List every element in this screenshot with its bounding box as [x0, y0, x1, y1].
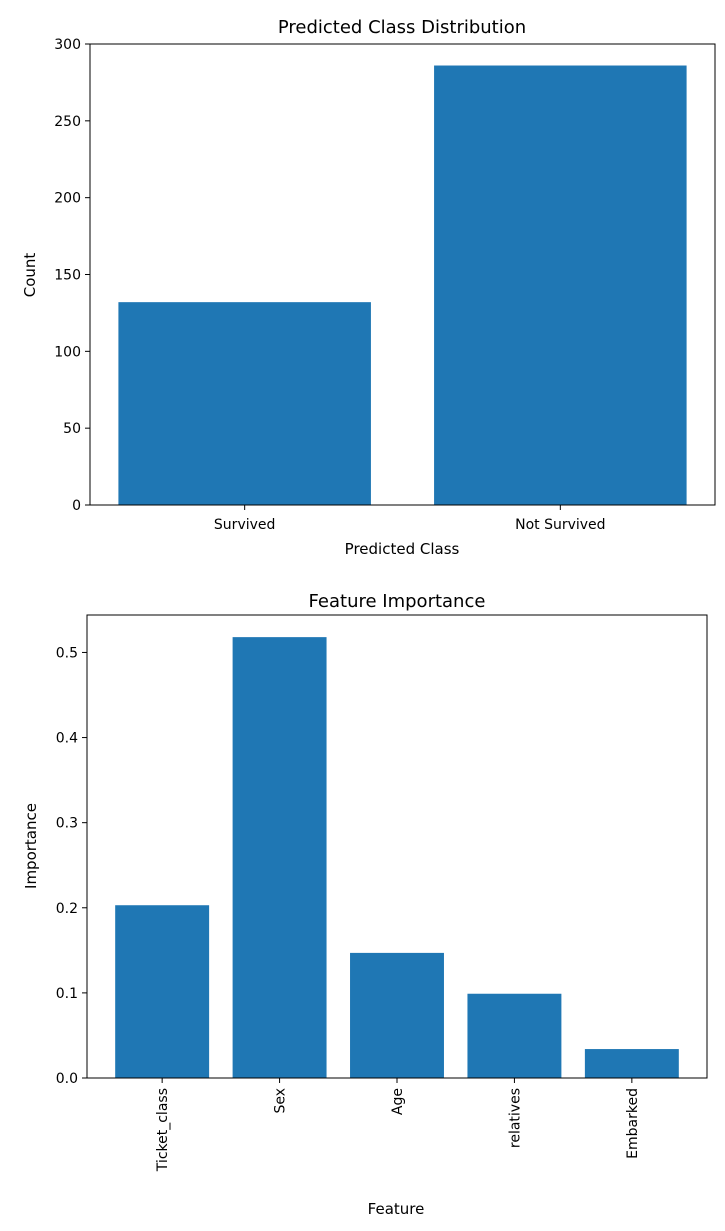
- x-axis-label: Feature: [368, 1200, 425, 1218]
- class-distribution-chart: Predicted Class Distribution Predicted C…: [21, 17, 716, 558]
- y-tick-label: 0.4: [56, 731, 78, 747]
- plot-frame: [86, 614, 708, 1079]
- chart-title: Feature Importance: [309, 591, 486, 612]
- chart-title: Predicted Class Distribution: [278, 17, 526, 38]
- x-tick-label: Sex: [273, 1088, 289, 1114]
- x-tick-label: Ticket_class: [155, 1088, 171, 1172]
- bar-sex: [232, 637, 327, 1078]
- y-tick-label: 0.2: [56, 901, 78, 917]
- x-axis-ticks: Ticket_class Sex Age relatives Embarked: [155, 1078, 641, 1172]
- y-tick-label: 250: [54, 114, 81, 130]
- y-tick-label: 0.3: [56, 816, 78, 832]
- bar-age: [350, 952, 444, 1078]
- bar-survived: [118, 302, 371, 505]
- y-tick-label: 0.1: [56, 986, 78, 1002]
- y-tick-label: 0.0: [56, 1071, 78, 1087]
- x-tick-label: Not Survived: [515, 517, 605, 533]
- bar-group: [118, 65, 687, 505]
- y-tick-label: 0: [72, 498, 81, 514]
- y-axis-ticks: 0 50 100 150 200 250 300: [54, 37, 90, 514]
- x-tick-label: Survived: [214, 517, 275, 533]
- x-axis-label: Predicted Class: [345, 540, 460, 558]
- bar-embarked: [584, 1049, 679, 1078]
- x-axis-ticks: Survived Not Survived: [214, 505, 606, 533]
- bar-group: [115, 637, 679, 1078]
- bar-not-survived: [434, 65, 687, 505]
- y-tick-label: 100: [54, 344, 81, 360]
- bar-relatives: [467, 993, 562, 1078]
- x-tick-label: Embarked: [625, 1088, 641, 1159]
- feature-importance-chart: Feature Importance Feature Importance 0.…: [22, 591, 708, 1218]
- y-tick-label: 200: [54, 191, 81, 207]
- y-axis-label: Importance: [22, 803, 40, 889]
- y-axis-label: Count: [21, 253, 39, 298]
- y-tick-label: 50: [63, 421, 81, 437]
- y-tick-label: 0.5: [56, 645, 78, 661]
- y-tick-label: 300: [54, 37, 81, 53]
- x-tick-label: Age: [390, 1088, 406, 1115]
- y-tick-label: 150: [54, 268, 81, 284]
- y-axis-ticks: 0.0 0.1 0.2 0.3 0.4 0.5: [56, 645, 87, 1087]
- plot-frame: [89, 43, 716, 506]
- bar-ticket-class: [115, 905, 210, 1078]
- x-tick-label: relatives: [507, 1088, 523, 1148]
